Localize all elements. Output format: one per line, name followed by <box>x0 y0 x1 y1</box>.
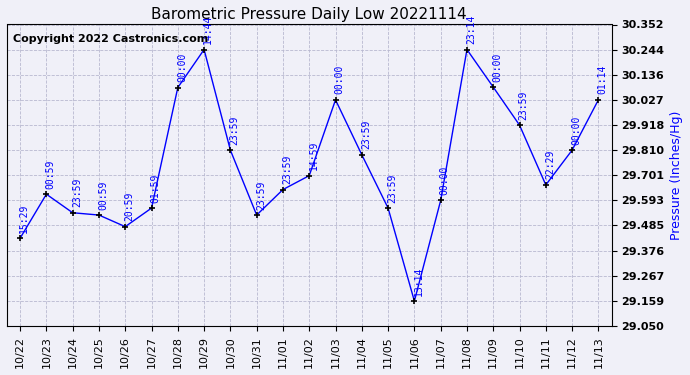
Text: 14:44: 14:44 <box>204 15 213 44</box>
Text: 20:59: 20:59 <box>124 192 135 221</box>
Text: 15:29: 15:29 <box>19 203 29 232</box>
Text: Copyright 2022 Castronics.com: Copyright 2022 Castronics.com <box>13 33 208 44</box>
Text: 23:59: 23:59 <box>256 180 266 210</box>
Text: 23:59: 23:59 <box>282 154 292 184</box>
Y-axis label: Pressure (Inches/Hg): Pressure (Inches/Hg) <box>670 111 683 240</box>
Text: 22:29: 22:29 <box>545 150 555 179</box>
Text: 00:59: 00:59 <box>46 159 55 189</box>
Text: 01:14: 01:14 <box>598 65 608 94</box>
Text: 13:14: 13:14 <box>413 266 424 296</box>
Text: 00:00: 00:00 <box>177 53 187 82</box>
Text: 23:59: 23:59 <box>387 173 397 202</box>
Text: 23:59: 23:59 <box>361 120 371 149</box>
Text: 00:59: 00:59 <box>98 180 108 210</box>
Text: 14:59: 14:59 <box>308 141 318 170</box>
Text: 00:00: 00:00 <box>571 115 581 145</box>
Text: 23:59: 23:59 <box>519 90 529 120</box>
Text: 23:59: 23:59 <box>72 178 82 207</box>
Text: 23:14: 23:14 <box>466 15 476 44</box>
Text: 00:00: 00:00 <box>335 65 345 94</box>
Title: Barometric Pressure Daily Low 20221114: Barometric Pressure Daily Low 20221114 <box>151 7 467 22</box>
Text: 00:00: 00:00 <box>440 165 450 195</box>
Text: 01:59: 01:59 <box>150 173 161 202</box>
Text: 00:00: 00:00 <box>493 52 502 81</box>
Text: 23:59: 23:59 <box>230 115 239 145</box>
